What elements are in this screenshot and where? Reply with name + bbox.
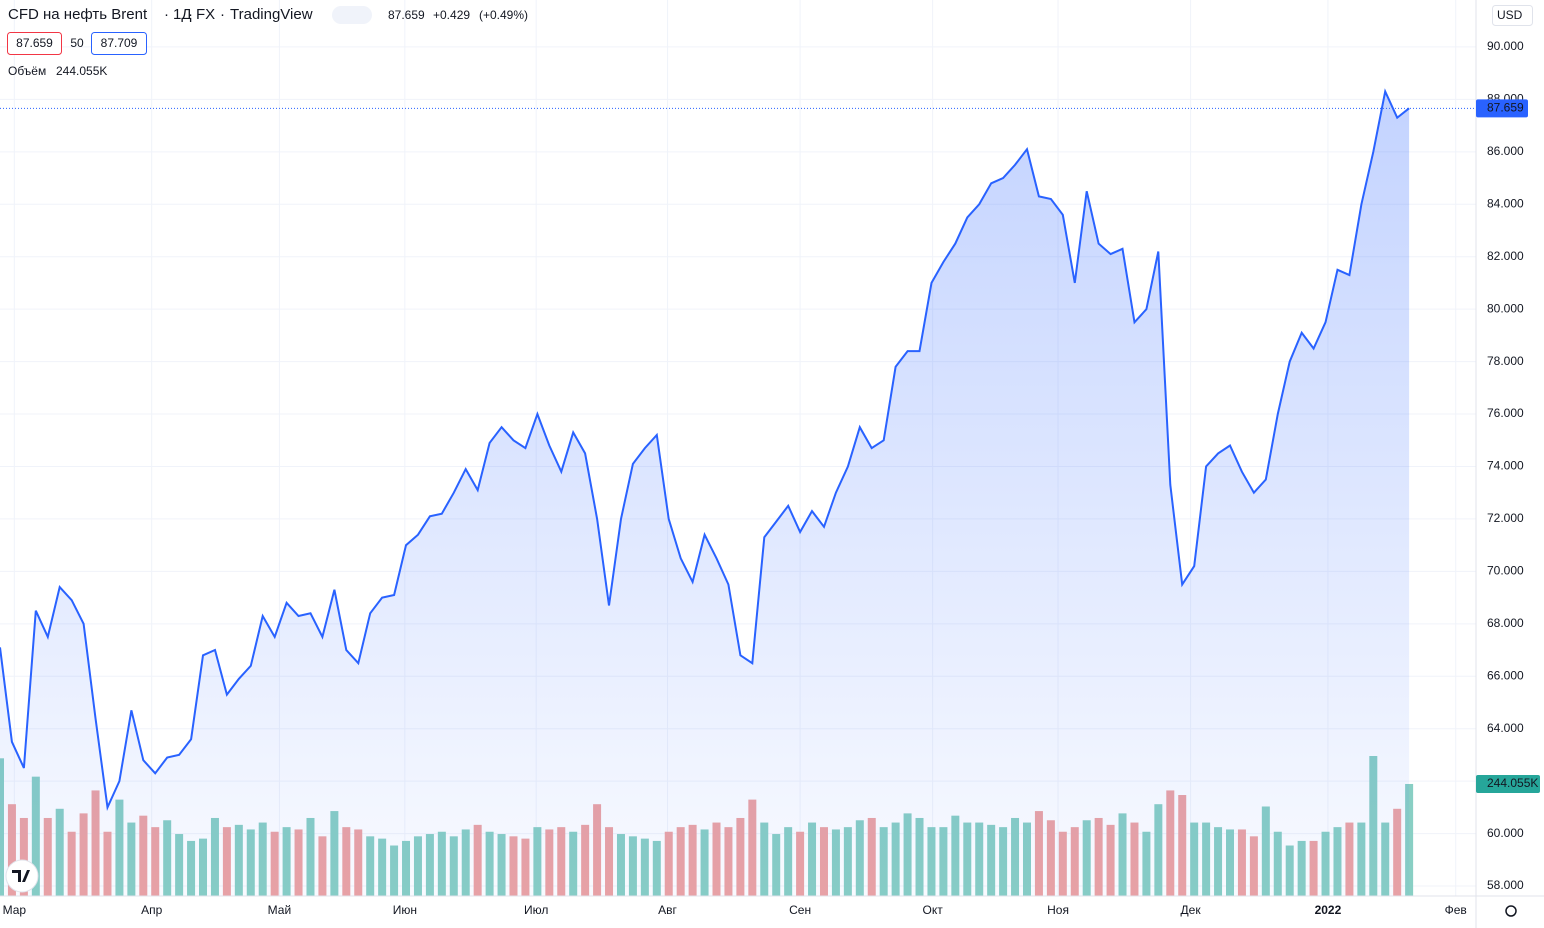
buy-box[interactable] xyxy=(91,32,147,55)
volume-legend: Объём xyxy=(8,64,46,78)
sell-box[interactable] xyxy=(7,32,62,55)
x-tick-label: Июл xyxy=(524,903,548,917)
currency: USD xyxy=(1497,8,1523,22)
exchange: FX xyxy=(196,6,215,23)
area xyxy=(0,91,1410,896)
settings-icon[interactable] xyxy=(1505,905,1517,917)
y-tick-label: 60.000 xyxy=(1487,826,1524,840)
separator: · xyxy=(220,6,225,23)
y-tick-label: 90.000 xyxy=(1487,39,1524,53)
separator: · xyxy=(188,6,193,23)
volume-box xyxy=(1476,774,1540,793)
y-tick-label: 74.000 xyxy=(1487,459,1524,473)
separator: · xyxy=(164,6,169,23)
x-tick-label: 2022 xyxy=(1315,903,1342,917)
y-tick-label: 66.000 xyxy=(1487,668,1524,682)
y-tick-label: 84.000 xyxy=(1487,196,1524,210)
volume-bar xyxy=(1405,783,1414,896)
x-tick-label: Май xyxy=(268,903,292,917)
symbol-title: CFD на нефть Brent xyxy=(8,6,148,23)
y-tick-label: 82.000 xyxy=(1487,249,1524,263)
x-tick-label: Июн xyxy=(393,903,417,917)
x-tick-label: Окт xyxy=(923,903,944,917)
status-badge[interactable] xyxy=(332,6,372,24)
x-tick-label: Авг xyxy=(658,903,677,917)
x-tick-label: Апр xyxy=(141,903,163,917)
y-tick-label: 72.000 xyxy=(1487,511,1524,525)
logo-mark xyxy=(12,870,30,882)
y-tick-label: 80.000 xyxy=(1487,301,1524,315)
x-tick-label: Мар xyxy=(3,903,27,917)
y-tick-label: 86.000 xyxy=(1487,144,1524,158)
currency-button[interactable] xyxy=(1492,5,1533,26)
volume-legend-value: 244.055K xyxy=(56,64,107,78)
y-tick-label: 58.000 xyxy=(1487,878,1524,892)
y-tick-label: 68.000 xyxy=(1487,616,1524,630)
y-tick-label: 64.000 xyxy=(1487,721,1524,735)
last-price: 87.659 xyxy=(388,8,425,22)
x-tick-label: Сен xyxy=(789,903,811,917)
interval: 1Д xyxy=(173,6,192,23)
y-tick-label: 78.000 xyxy=(1487,354,1524,368)
x-tick-label: Дек xyxy=(1181,903,1202,917)
y-tick-label: 70.000 xyxy=(1487,564,1524,578)
change: +0.429 xyxy=(433,8,470,22)
x-tick-label: Фев xyxy=(1445,903,1467,917)
volume-label: 244.055K xyxy=(1487,776,1538,790)
last-price-box xyxy=(1476,99,1528,118)
price-line xyxy=(0,88,1410,811)
x-tick-label: Ноя xyxy=(1047,903,1069,917)
last-price-label: 87.659 xyxy=(1487,100,1524,114)
change-pct: (+0.49%) xyxy=(479,8,528,22)
ask: 87.709 xyxy=(101,36,138,50)
bid: 87.659 xyxy=(16,36,53,50)
logo[interactable] xyxy=(5,859,39,893)
spread: 50 xyxy=(70,36,84,50)
y-tick-label: 76.000 xyxy=(1487,406,1524,420)
source: TradingView xyxy=(230,6,313,23)
